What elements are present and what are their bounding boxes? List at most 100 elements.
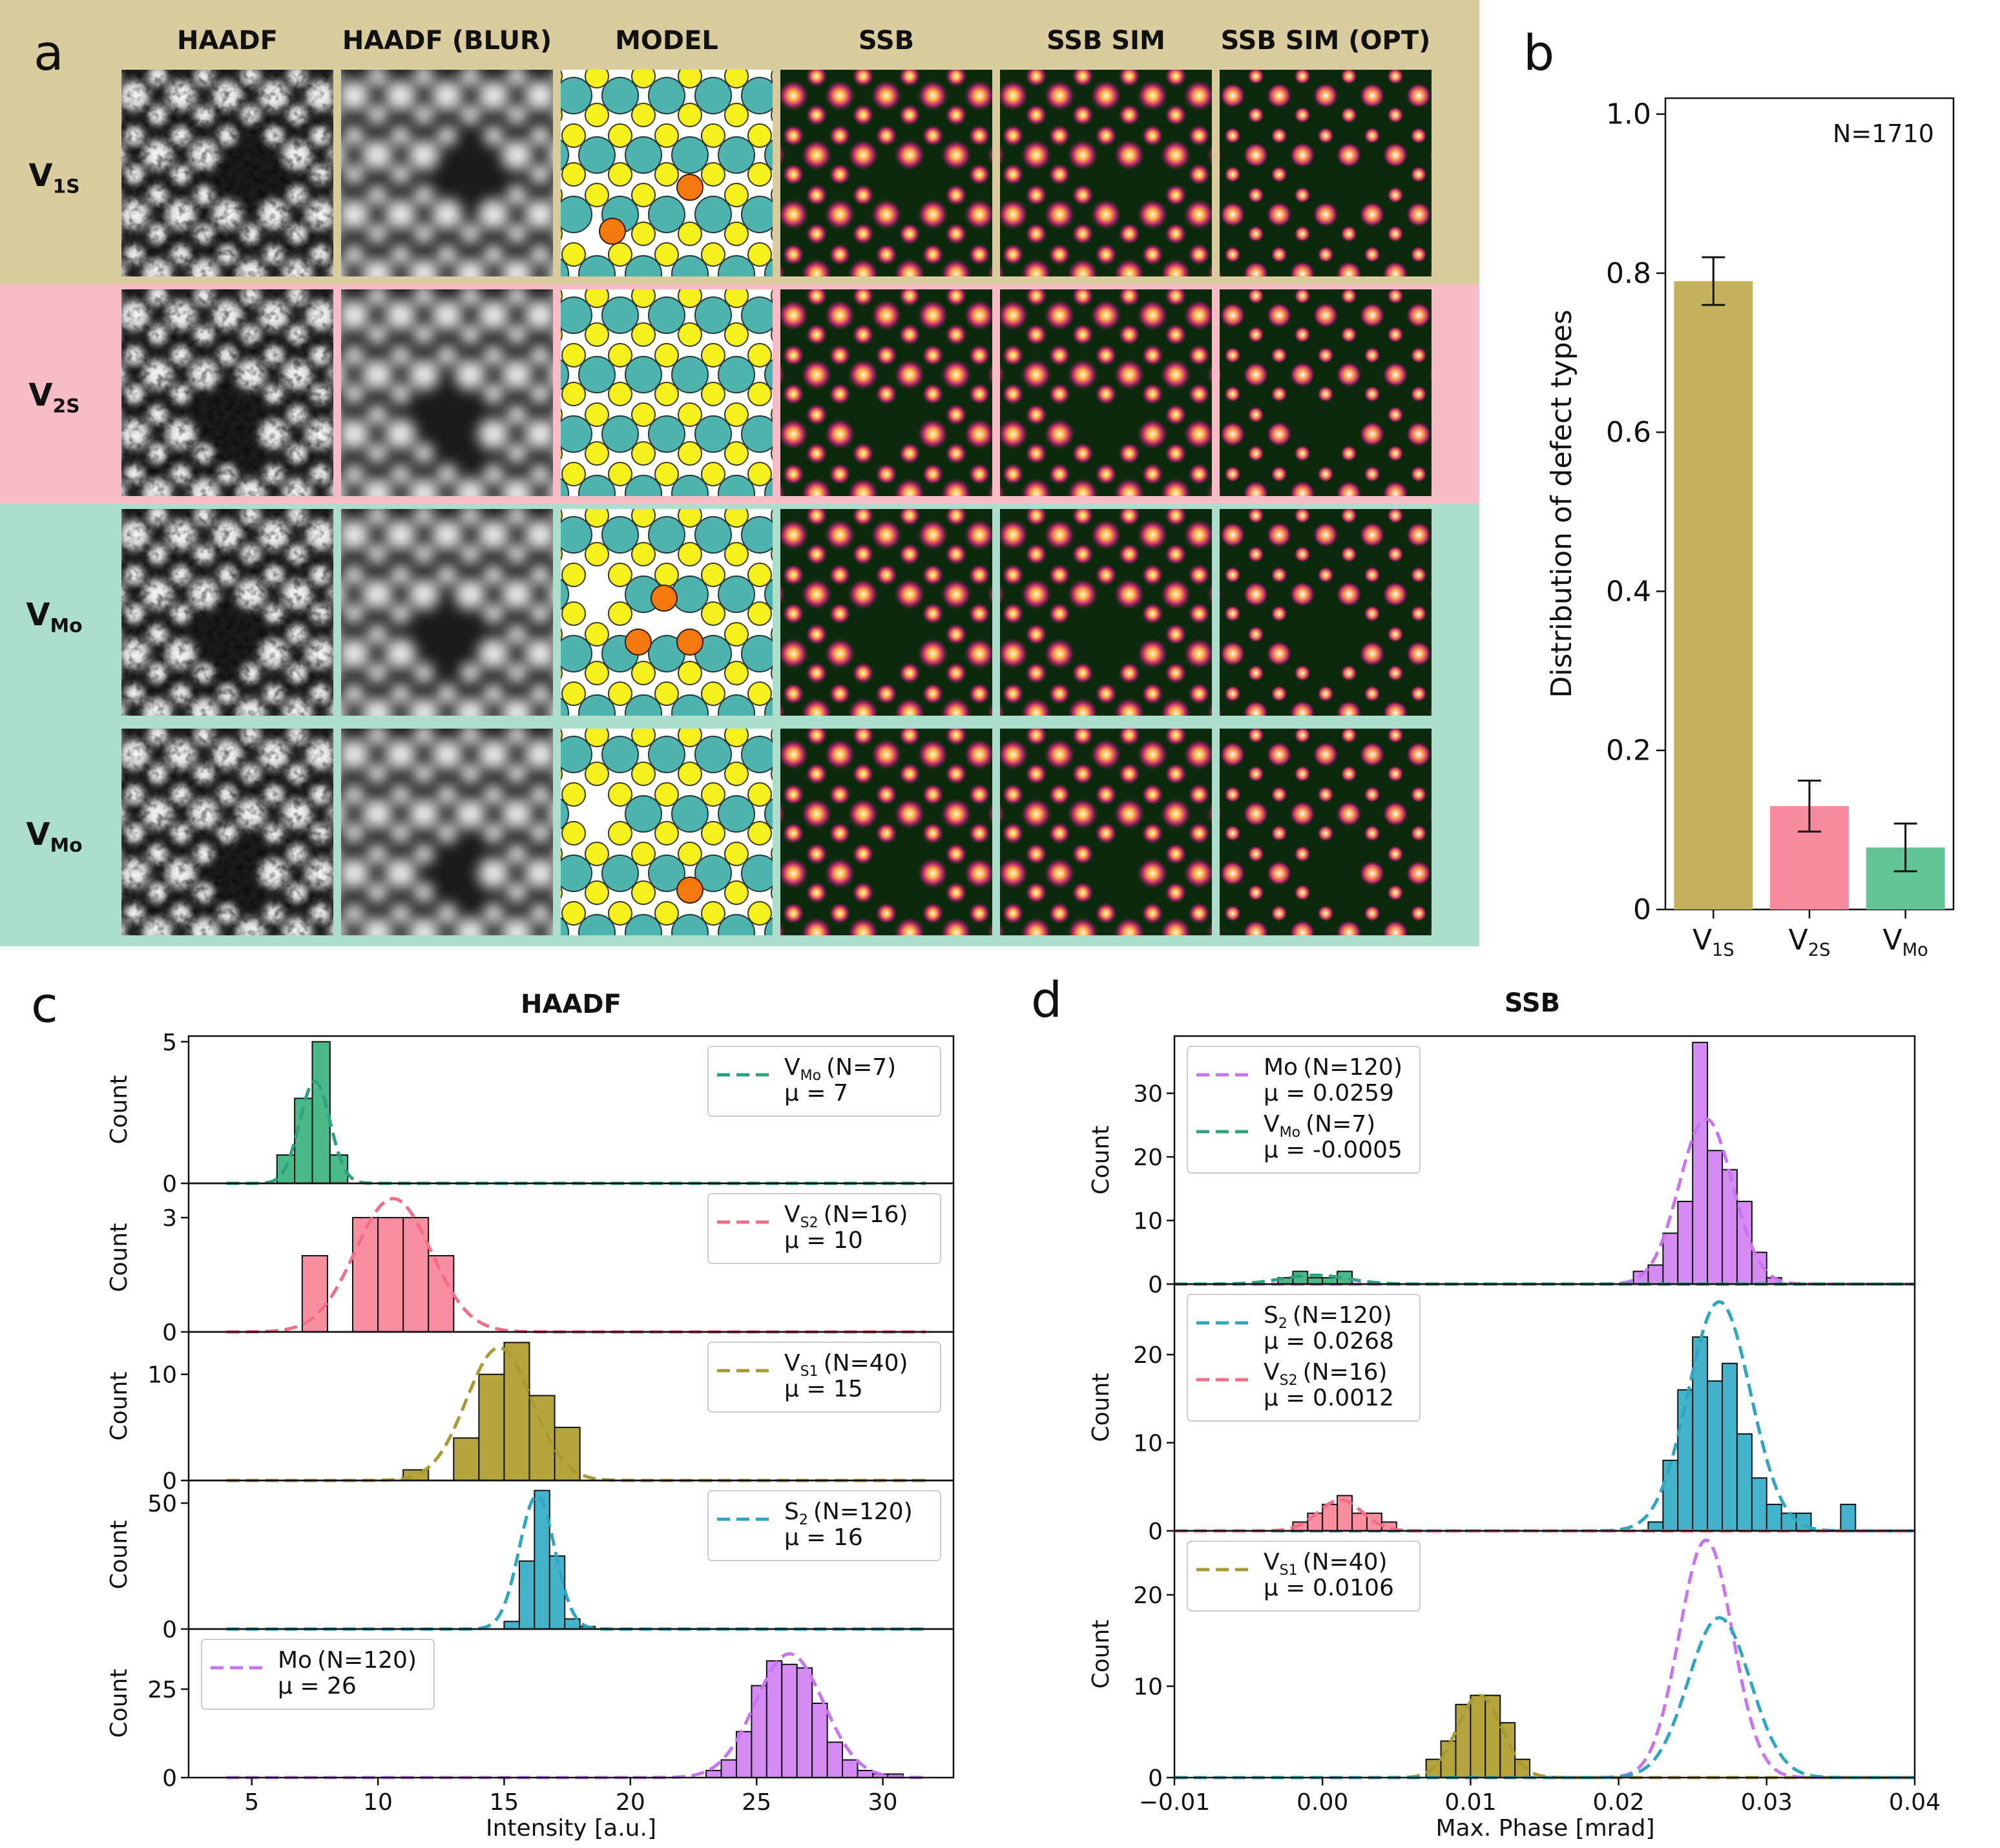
- hist-bar: [1707, 1150, 1724, 1285]
- phase-peak: [1410, 347, 1427, 364]
- phase-peak: [945, 324, 967, 346]
- phase-peak: [1364, 466, 1380, 483]
- phase-peak: [1021, 140, 1052, 171]
- phase-peak: [1410, 166, 1427, 183]
- phase-peak: [1317, 347, 1334, 364]
- mo-atom: [718, 255, 755, 276]
- phase-peak: [1118, 289, 1140, 307]
- lattice-blob: [363, 289, 391, 310]
- phase-peak: [899, 543, 921, 565]
- row-label-3-main: V: [26, 816, 50, 853]
- lattice-blob: [363, 540, 391, 568]
- phase-peak: [1137, 80, 1168, 111]
- phase-peak: [848, 798, 879, 829]
- phase-peak: [1364, 347, 1380, 364]
- lattice-blob: [355, 792, 399, 836]
- hist-bar: [1307, 1277, 1324, 1285]
- hist-bar: [518, 1560, 536, 1630]
- mo-atom: [648, 77, 685, 114]
- phase-peak: [1025, 70, 1047, 87]
- phase-peak: [1364, 786, 1380, 803]
- gaussian-fit-1-1: [1174, 1498, 1915, 1533]
- s-atom: [724, 289, 749, 308]
- lattice-blob: [410, 70, 438, 90]
- s-atom: [747, 681, 772, 706]
- lattice-blob: [549, 289, 553, 306]
- legend-sub: Mo: [1280, 1125, 1300, 1141]
- phase-peak: [1000, 143, 1005, 167]
- lattice-blob: [425, 192, 469, 236]
- s-atom: [631, 509, 656, 528]
- subplot-2: 0 10 Count VS1 (N=40)μ = 15: [106, 1331, 955, 1495]
- phase-peak: [806, 763, 828, 785]
- lattice-blob: [472, 732, 516, 776]
- s-atom: [561, 108, 563, 122]
- phase-peak: [1207, 583, 1212, 606]
- phase-peak: [780, 482, 786, 496]
- phase-peak: [1165, 70, 1187, 87]
- phase-peak: [1137, 638, 1168, 669]
- phase-peak: [1114, 798, 1145, 829]
- phase-peak: [987, 262, 992, 276]
- s-atom: [654, 563, 679, 587]
- phase-peak: [780, 292, 781, 300]
- mo-atom: [671, 576, 709, 613]
- lattice-blob: [341, 289, 345, 306]
- legend-box: [707, 1193, 941, 1264]
- phase-peak: [1313, 522, 1339, 548]
- phase-peak: [1000, 300, 1028, 331]
- phase-peak: [1183, 199, 1212, 230]
- mo-atom: [625, 136, 662, 174]
- s-atom: [561, 509, 563, 523]
- phase-peak: [829, 244, 851, 265]
- phase-peak: [1294, 729, 1311, 743]
- phase-peak: [1000, 230, 1001, 238]
- phase-peak: [1224, 127, 1241, 144]
- phase-peak: [1224, 905, 1241, 922]
- phase-peak: [780, 300, 809, 331]
- phase-peak: [1183, 519, 1212, 550]
- phase-peak: [806, 223, 828, 245]
- phase-peak: [1336, 142, 1362, 168]
- lattice-blob: [410, 289, 438, 310]
- lattice-blob: [386, 121, 415, 150]
- lattice-blob: [526, 780, 553, 809]
- phase-peak: [1387, 406, 1404, 423]
- phase-peak: [1243, 362, 1269, 388]
- mo-atom: [578, 136, 616, 174]
- phase-peak: [992, 662, 1014, 684]
- lattice-blob: [472, 293, 516, 337]
- phase-peak: [1220, 860, 1245, 886]
- phase-peak: [852, 289, 874, 307]
- phase-peak: [1165, 223, 1187, 245]
- tile-r1-c0: [121, 289, 333, 496]
- lattice-blob: [341, 324, 345, 345]
- lattice-blob: [503, 439, 531, 468]
- phase-peak: [1294, 509, 1311, 524]
- phase-peak: [1000, 482, 1005, 496]
- phase-peak: [871, 80, 902, 111]
- phase-peak: [1048, 344, 1070, 366]
- lattice-blob: [341, 763, 345, 784]
- s-atom: [585, 103, 609, 127]
- phase-peak: [1220, 742, 1245, 767]
- legend-mu: μ = 0.0012: [1264, 1385, 1394, 1411]
- y-axis-label: Count: [1088, 1373, 1114, 1442]
- s-atom: [701, 343, 725, 368]
- legend-sub: 2: [1278, 1316, 1287, 1332]
- s-atom: [701, 162, 725, 187]
- phase-peak: [1137, 199, 1168, 230]
- hist-bar: [453, 1437, 480, 1481]
- phase-peak: [1141, 603, 1163, 625]
- s-atom: [771, 227, 773, 241]
- phase-peak: [1211, 770, 1212, 778]
- phase-peak: [829, 822, 851, 844]
- defect-atom: [676, 174, 703, 201]
- mo-atom: [601, 296, 639, 334]
- phase-peak: [1340, 107, 1357, 123]
- phase-peak: [1072, 543, 1094, 565]
- phase-peak: [1220, 486, 1222, 496]
- phase-peak: [922, 463, 944, 485]
- phase-peak: [1114, 579, 1145, 610]
